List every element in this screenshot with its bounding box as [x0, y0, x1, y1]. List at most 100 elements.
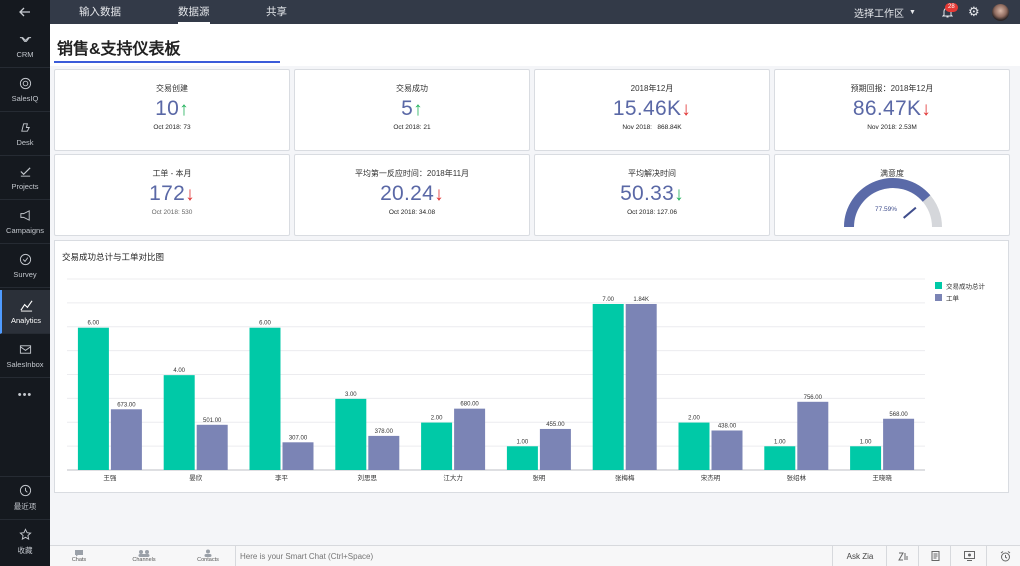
- workspace-selector[interactable]: 选择工作区 ▼: [854, 0, 916, 24]
- bar-deals-won: [335, 398, 367, 470]
- category-label: 李平: [275, 473, 289, 482]
- kpi-card-satisfaction[interactable]: 满意度 77.59%: [774, 154, 1010, 236]
- tab-data-source[interactable]: 数据源: [178, 0, 210, 24]
- kpi-card-deals-created[interactable]: 交易创建 10↑ Oct 2018: 73: [54, 69, 290, 151]
- kpi-card-resolution-time[interactable]: 平均解决时间 50.33↓ Oct 2018: 127.06: [534, 154, 770, 236]
- bar-value-label: 7.00: [602, 297, 614, 303]
- gear-icon[interactable]: ⚙: [968, 4, 980, 19]
- arrow-down-icon: ↓: [185, 184, 195, 205]
- screen-share-icon[interactable]: [956, 546, 982, 566]
- gauge-fill: [844, 178, 931, 228]
- sidebar-item-crm[interactable]: CRM: [0, 24, 50, 68]
- bar-value-label: 438.00: [718, 423, 737, 429]
- divider: [986, 546, 987, 566]
- sidebar-item-salesinbox[interactable]: SalesInbox: [0, 334, 50, 378]
- arrow-down-icon: ↓: [674, 184, 684, 205]
- kpi-card-first-response[interactable]: 平均第一反应时间：2018年11月 20.24↓ Oct 2018: 34.08: [294, 154, 530, 236]
- bottom-bar: Chats Channels Contacts Ask Zia: [50, 545, 1020, 566]
- bar-value-label: 1.84K: [633, 297, 649, 303]
- bottom-item-label: Chats: [71, 557, 87, 563]
- category-label: 王晓晓: [872, 473, 892, 482]
- sidebar-item-analytics[interactable]: Analytics: [0, 290, 50, 334]
- channels-button[interactable]: Channels: [126, 546, 162, 566]
- bar-value-label: 673.00: [117, 402, 136, 408]
- ask-zia-button[interactable]: Ask Zia: [846, 551, 874, 561]
- more-apps-button[interactable]: •••: [0, 380, 50, 410]
- bar-value-label: 6.00: [259, 321, 271, 327]
- chevron-down-icon: ▼: [909, 8, 916, 16]
- title-underline: [54, 61, 280, 63]
- bar-tickets: [282, 442, 314, 470]
- notifications-button[interactable]: 28: [940, 0, 958, 24]
- chats-button[interactable]: Chats: [64, 546, 94, 566]
- kpi-value-row: 5↑: [295, 97, 529, 121]
- alarm-clock-icon[interactable]: [992, 546, 1018, 566]
- bar-value-label: 2.00: [431, 416, 443, 422]
- bar-value-label: 568.00: [889, 412, 908, 418]
- desk-icon: [20, 122, 30, 132]
- checklist-icon: [19, 166, 31, 177]
- sidebar-item-salesiq[interactable]: SalesIQ: [0, 68, 50, 112]
- sidebar-item-recent[interactable]: 最近项: [0, 476, 50, 520]
- bottom-item-label: Contacts: [197, 557, 219, 563]
- bar-value-label: 1.00: [774, 439, 786, 445]
- bar-deals-won: [421, 422, 453, 470]
- kpi-card-expected-revenue[interactable]: 预期回报：2018年12月 86.47K↓ Nov 2018: 2.53M: [774, 69, 1010, 151]
- bar-value-label: 455.00: [546, 422, 565, 428]
- kpi-value: 50.33: [620, 182, 675, 205]
- category-label: 张明: [532, 473, 546, 482]
- contacts-button[interactable]: Contacts: [190, 546, 226, 566]
- sidebar-item-desk[interactable]: Desk: [0, 112, 50, 156]
- arrow-down-icon: ↓: [434, 184, 444, 205]
- kpi-title: 平均第一反应时间：2018年11月: [354, 169, 470, 178]
- kpi-title: 平均解决时间: [628, 169, 676, 178]
- kpi-comparison: Oct 2018: 34.08: [388, 209, 436, 216]
- app-sidebar: CRM SalesIQ Desk Projects Campaigns Surv…: [0, 0, 50, 566]
- bar-tickets: [625, 304, 657, 470]
- category-label: 晏欣: [189, 473, 203, 482]
- arrow-up-icon: ↑: [179, 99, 189, 120]
- bar-deals-won: [678, 422, 710, 470]
- sidebar-item-label: CRM: [16, 49, 34, 59]
- kpi-value: 5: [401, 97, 414, 120]
- arrow-up-icon: ↑: [413, 99, 423, 120]
- kpi-value-row: 20.24↓: [295, 182, 529, 206]
- notes-icon[interactable]: [922, 546, 948, 566]
- category-labels: 王强 晏欣 李平 刘思思 江大力 张明 张梅梅 宋杰明 张绍林 王晓晓: [103, 473, 892, 482]
- sidebar-item-survey[interactable]: Survey: [0, 244, 50, 288]
- divider: [950, 546, 951, 566]
- sidebar-item-projects[interactable]: Projects: [0, 156, 50, 200]
- kpi-value: 15.46K: [612, 97, 682, 120]
- bar-tickets: [797, 401, 829, 470]
- kpi-comparison: Oct 2018: 21: [393, 124, 431, 131]
- tab-input-data[interactable]: 输入数据: [79, 6, 121, 18]
- kpi-card-dec-2018[interactable]: 2018年12月 15.46K↓ Nov 2018: 868.84K: [534, 69, 770, 151]
- smart-chat-input[interactable]: [240, 549, 820, 564]
- user-avatar[interactable]: [992, 0, 1009, 24]
- bar-tickets: [110, 409, 142, 470]
- kpi-title: 交易创建: [156, 84, 188, 93]
- handshake-icon: [19, 36, 31, 42]
- bar-chart: 6.00 673.00 4.00 501.00 6.00 307.00 3.00 378.00…: [67, 278, 986, 482]
- sidebar-item-label: SalesIQ: [11, 93, 39, 103]
- category-label: 张绍林: [787, 473, 807, 482]
- gauge-value-label: 77.59%: [875, 206, 897, 213]
- bar-value-label: 3.00: [345, 392, 357, 398]
- sidebar-item-campaigns[interactable]: Campaigns: [0, 200, 50, 244]
- tab-share[interactable]: 共享: [266, 6, 287, 18]
- kpi-card-deals-won[interactable]: 交易成功 5↑ Oct 2018: 21: [294, 69, 530, 151]
- divider: [918, 546, 919, 566]
- sidebar-item-favorites[interactable]: 收藏: [0, 520, 50, 564]
- zia-icon[interactable]: [890, 546, 916, 566]
- back-arrow-icon[interactable]: [0, 0, 50, 24]
- arrow-down-icon: ↓: [921, 99, 932, 120]
- kpi-comparison: Oct 2018: 73: [153, 124, 191, 131]
- kpi-card-tickets-month[interactable]: 工单 - 本月 172↓ Oct 2018: 530: [54, 154, 290, 236]
- bar-value-label: 6.00: [88, 321, 100, 327]
- legend-swatch: [935, 282, 942, 289]
- kpi-value: 86.47K: [852, 97, 922, 120]
- bar-value-label: 756.00: [804, 395, 823, 401]
- bar-labels: 6.00 673.00 4.00 501.00 6.00 307.00 3.00 378.00…: [88, 297, 909, 445]
- channels-icon: [138, 550, 150, 557]
- star-icon: [18, 528, 32, 540]
